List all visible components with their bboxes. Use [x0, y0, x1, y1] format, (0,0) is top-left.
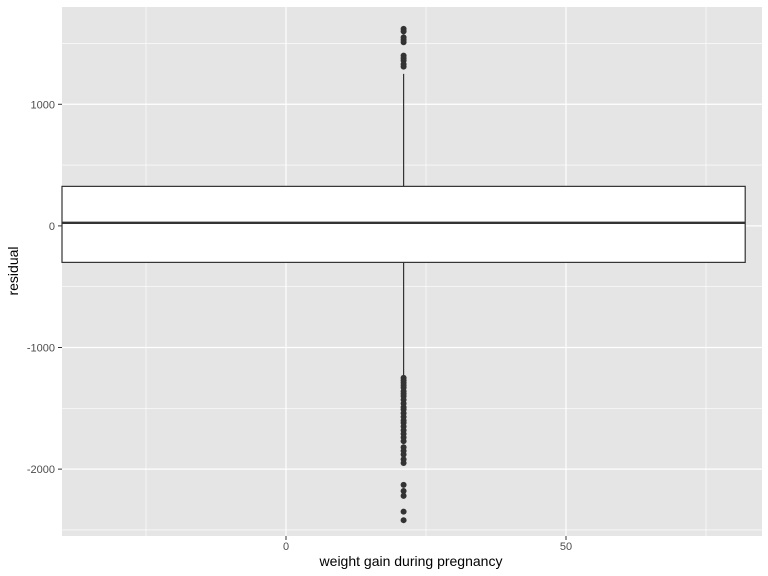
minor-gridlines: [62, 7, 762, 536]
outlier-point: [400, 438, 407, 445]
outlier-point: [400, 63, 407, 70]
box-group: [61, 73, 746, 377]
y-axis-title: residual: [5, 246, 21, 295]
y-tick-label: -1000: [27, 343, 55, 355]
outlier-point: [400, 492, 407, 499]
outlier-point: [400, 451, 407, 458]
outlier-point: [400, 460, 407, 467]
y-axis-ticks: -2000 -1000 0 1000: [27, 99, 62, 476]
y-tick-label: 1000: [31, 99, 55, 111]
x-axis-ticks: 0 50: [283, 536, 572, 553]
outlier-point: [400, 28, 407, 35]
outlier-points: [400, 25, 407, 524]
outlier-point: [400, 39, 407, 46]
plot-panel: [62, 7, 762, 536]
x-tick-label: 50: [560, 541, 572, 553]
x-tick-label: 0: [283, 541, 289, 553]
outlier-point: [400, 488, 407, 495]
interquartile-box: [61, 185, 746, 263]
outlier-point: [400, 508, 407, 515]
x-axis-title: weight gain during pregnancy: [319, 553, 503, 569]
y-tick-label: 0: [49, 221, 55, 233]
y-tick-label: -2000: [27, 464, 55, 476]
outlier-point: [400, 481, 407, 488]
outlier-point: [400, 517, 407, 524]
